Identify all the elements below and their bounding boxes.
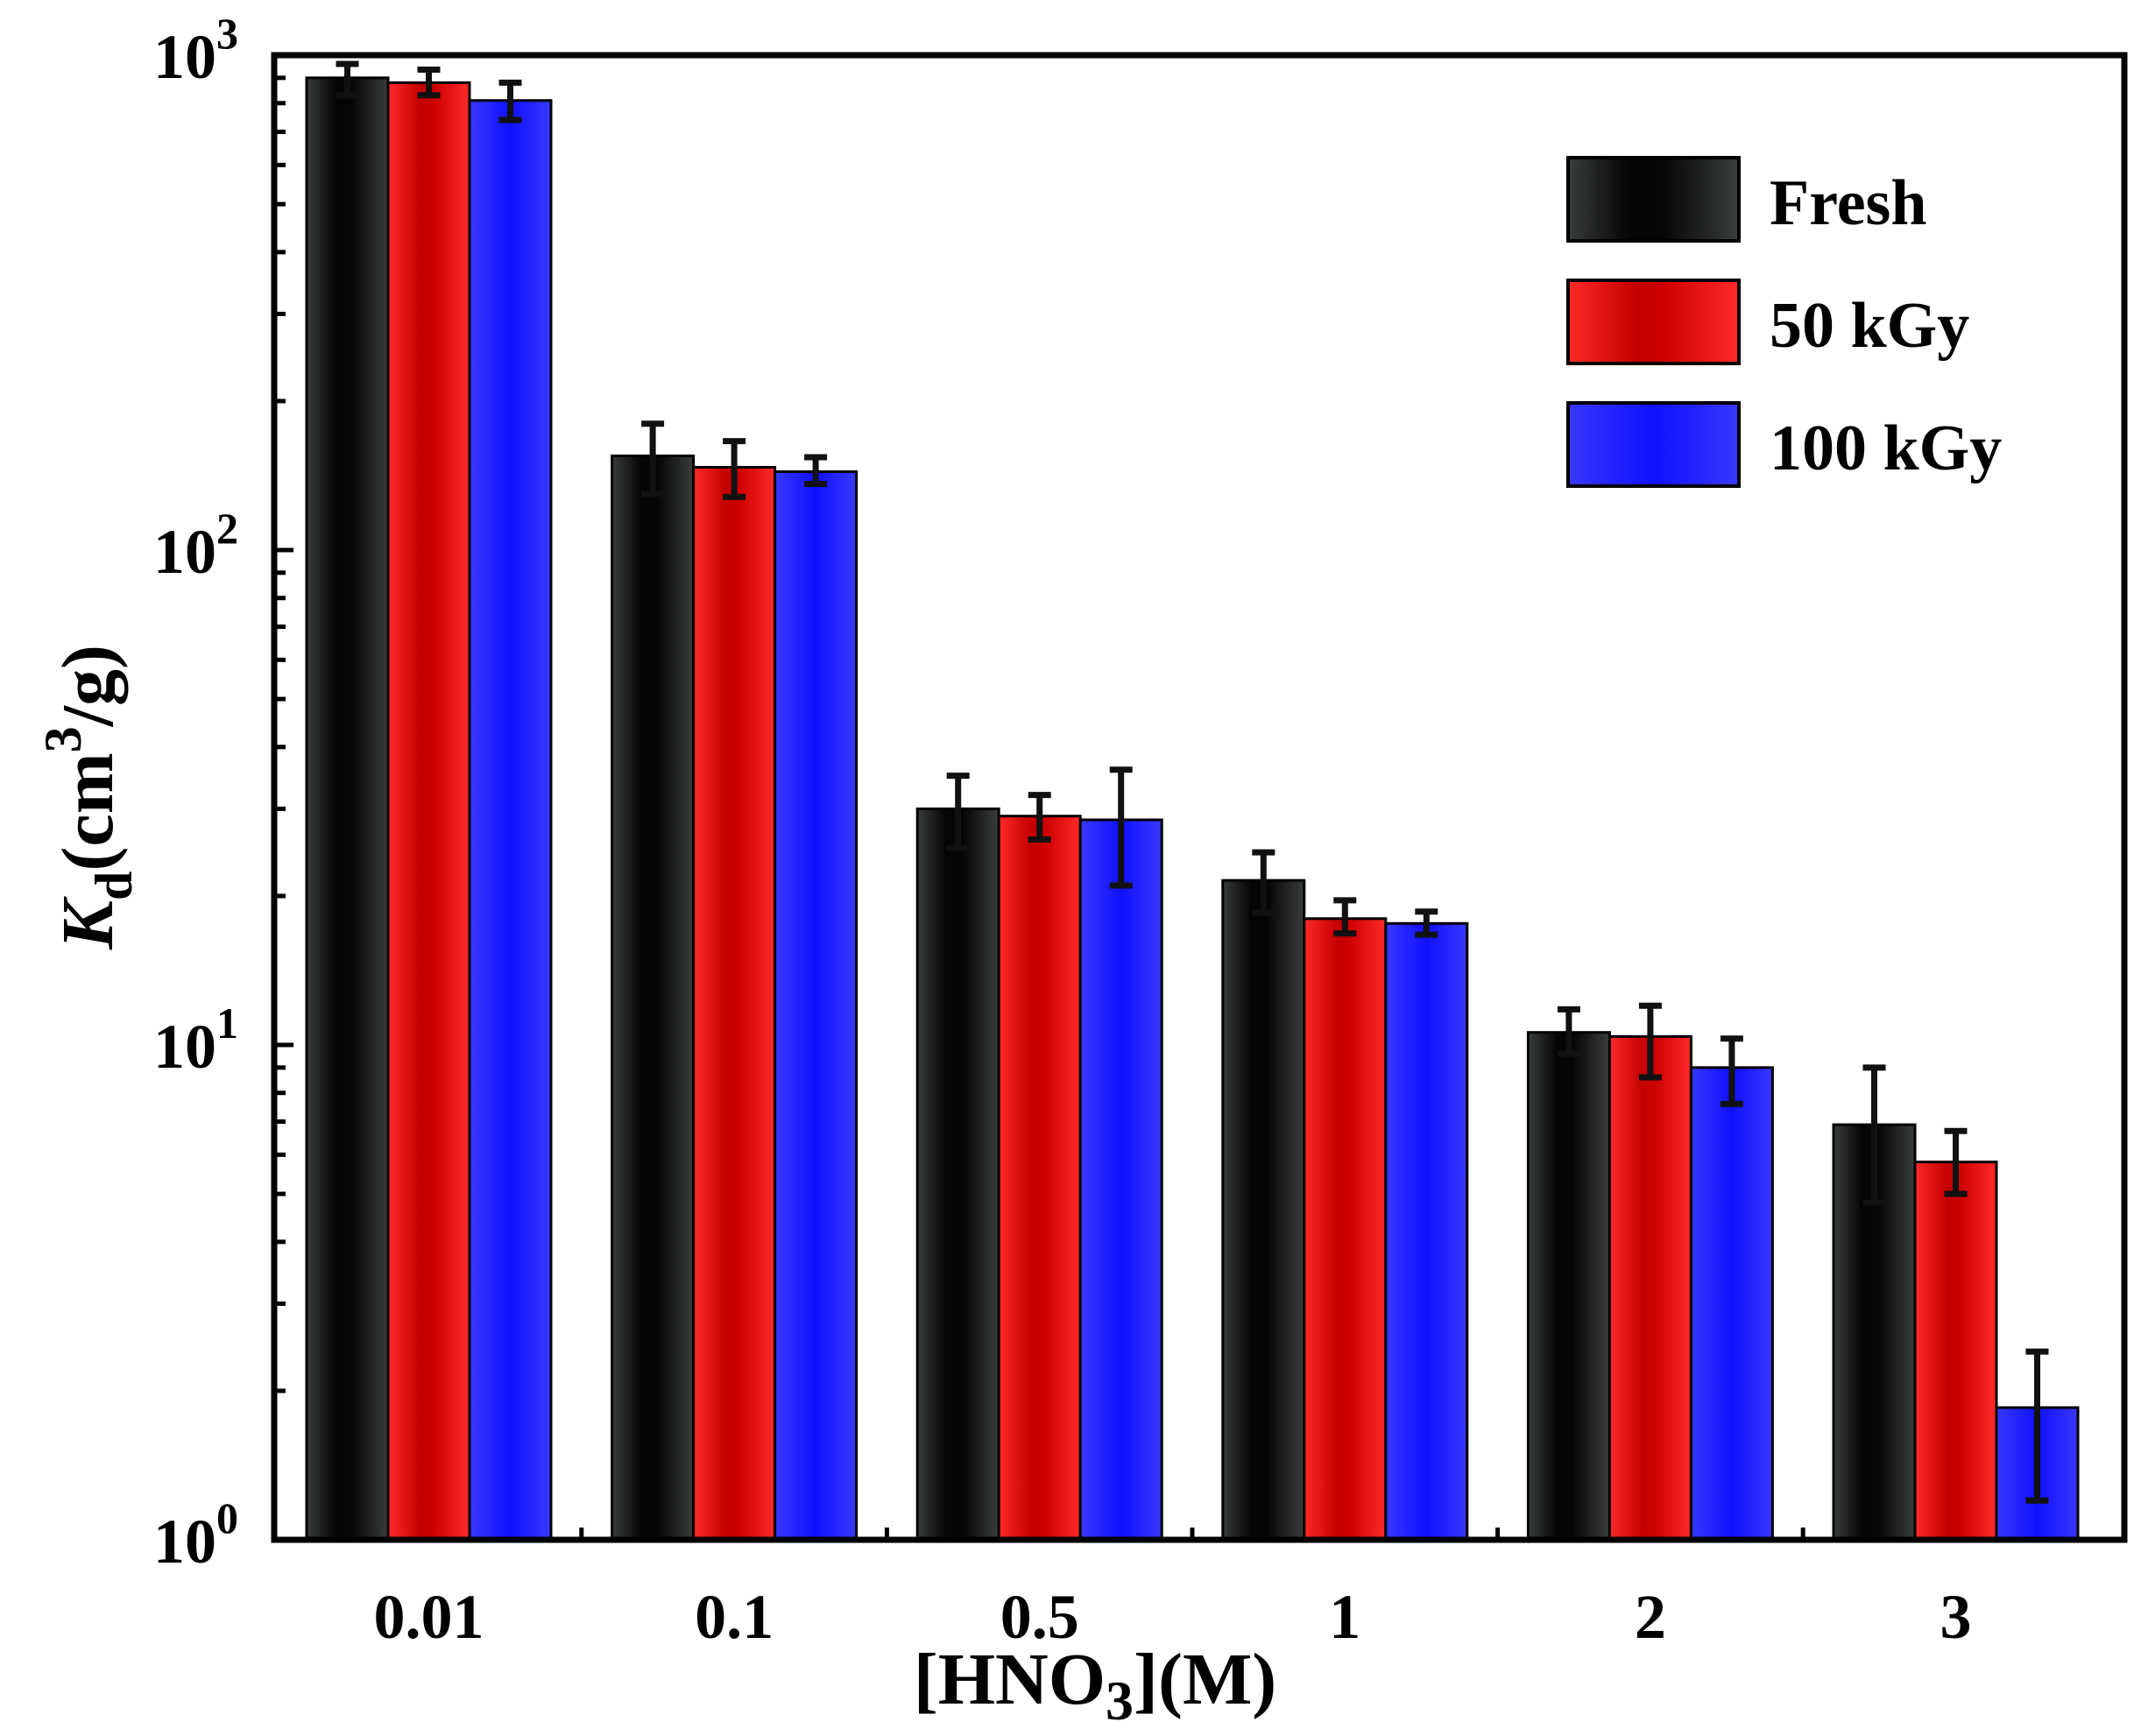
error-bar-100kgy-2 — [1720, 1035, 1743, 1107]
y-tick-label-1: 101 — [153, 999, 238, 1082]
error-bar-fresh-3 — [1862, 1064, 1886, 1206]
x-tick-label-05: 0.5 — [1000, 1582, 1079, 1652]
bar-50kgy-01 — [692, 465, 777, 1542]
x-tick-label-01: 0.1 — [695, 1582, 774, 1652]
error-bar-50kgy-01 — [723, 438, 746, 500]
error-bar-50kgy-001 — [417, 66, 441, 99]
bar-fresh-2 — [1526, 1031, 1611, 1542]
bar-fresh-1 — [1221, 879, 1306, 1542]
error-bar-50kgy-1 — [1333, 897, 1357, 937]
legend-label-100kgy: 100 kGy — [1770, 413, 2002, 484]
y-axis-label: Kd(cm3/g) — [34, 645, 143, 950]
legend-swatch-50kgy — [1566, 279, 1741, 365]
error-bar-50kgy-2 — [1638, 1002, 1662, 1081]
error-bar-100kgy-01 — [804, 454, 828, 488]
error-bar-50kgy-3 — [1944, 1127, 1968, 1197]
plot-frame — [271, 52, 2128, 1543]
bar-50kgy-05 — [997, 815, 1082, 1542]
bar-50kgy-3 — [1913, 1161, 1998, 1542]
bar-fresh-05 — [915, 807, 1000, 1542]
x-tick-label-2: 2 — [1635, 1582, 1666, 1652]
y-tick-label-3: 103 — [153, 9, 238, 92]
legend: Fresh 50 kGy 100 kGy — [1566, 156, 2002, 488]
error-bars-layer — [336, 60, 2049, 1504]
legend-label-fresh: Fresh — [1770, 167, 1927, 239]
legend-swatch-100kgy — [1566, 401, 1741, 488]
bar-100kgy-1 — [1384, 921, 1469, 1542]
bar-100kgy-05 — [1078, 818, 1163, 1542]
error-bar-fresh-05 — [946, 773, 970, 851]
bar-100kgy-001 — [468, 99, 553, 1542]
error-bar-fresh-1 — [1252, 849, 1275, 916]
bar-100kgy-01 — [774, 470, 859, 1542]
legend-swatch-fresh — [1566, 156, 1741, 243]
error-bar-100kgy-05 — [1109, 766, 1133, 889]
bar-fresh-001 — [305, 76, 390, 1542]
error-bar-fresh-001 — [336, 60, 359, 99]
x-tick-label-1: 1 — [1329, 1582, 1360, 1652]
legend-label-50kgy: 50 kGy — [1770, 290, 1969, 362]
x-tick-label-3: 3 — [1940, 1582, 1972, 1652]
x-axis-label: [HNO3](M) — [914, 1639, 1277, 1732]
legend-item-50kgy: 50 kGy — [1566, 279, 1969, 365]
bar-50kgy-1 — [1303, 917, 1388, 1542]
legend-item-fresh: Fresh — [1566, 156, 1927, 243]
error-bar-fresh-01 — [641, 420, 665, 498]
y-ticks: 100 101 102 103 — [153, 9, 293, 1577]
x-ticks: 0.01 0.1 0.5 1 2 3 — [374, 1528, 1972, 1652]
legend-item-100kgy: 100 kGy — [1566, 401, 2002, 488]
bar-fresh-01 — [611, 454, 696, 1542]
y-tick-label-2: 102 — [153, 504, 238, 587]
error-bar-fresh-2 — [1557, 1006, 1580, 1057]
bar-100kgy-2 — [1689, 1066, 1774, 1542]
bar-50kgy-001 — [386, 81, 471, 1542]
y-tick-label-0: 100 — [153, 1493, 238, 1577]
error-bar-50kgy-05 — [1028, 792, 1051, 843]
error-bar-100kgy-3 — [2025, 1348, 2049, 1504]
x-tick-label-001: 0.01 — [374, 1582, 484, 1652]
error-bar-100kgy-001 — [498, 79, 522, 123]
error-bar-100kgy-1 — [1415, 908, 1438, 938]
bar-50kgy-2 — [1608, 1034, 1692, 1542]
